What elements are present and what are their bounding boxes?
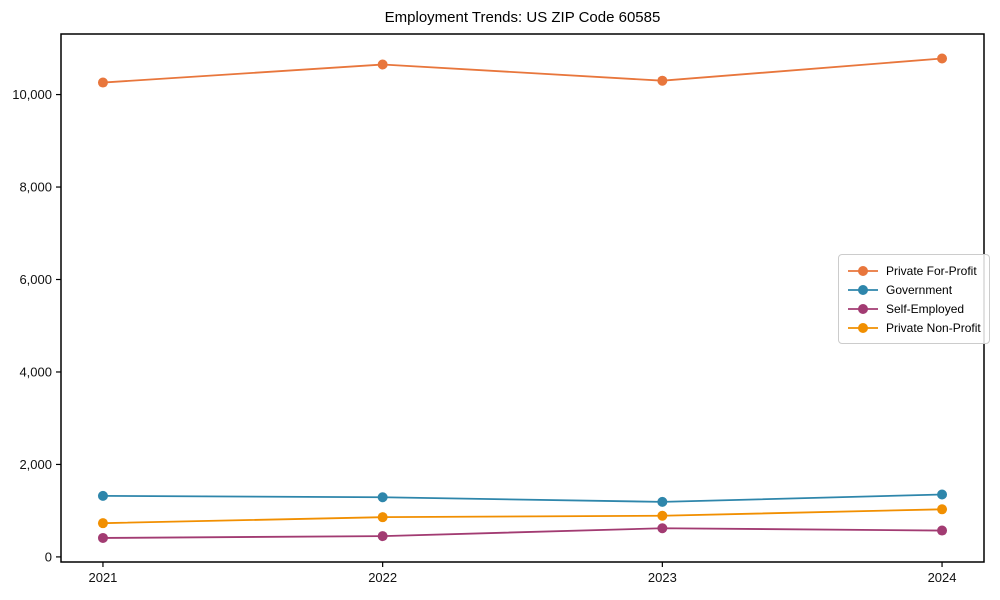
data-point-private-non-profit [657, 510, 668, 521]
legend-marker-government [848, 284, 878, 295]
x-axis-tick-label: 2023 [648, 570, 677, 585]
data-point-private-non-profit [937, 504, 948, 515]
y-axis-tick-label: 2,000 [19, 457, 52, 472]
legend: Private For-Profit Government Self-Employe… [838, 254, 990, 344]
data-point-private-non-profit [97, 518, 108, 529]
x-axis-tick-label: 2021 [88, 570, 117, 585]
data-point-government [657, 496, 668, 507]
legend-item-self-employed: Self-Employed [847, 299, 981, 318]
chart-title: Employment Trends: US ZIP Code 60585 [384, 9, 661, 26]
legend-label: Private Non-Profit [886, 320, 981, 335]
legend-item-private-non-profit: Private Non-Profit [847, 318, 981, 337]
data-point-private-for-profit [97, 77, 108, 88]
y-axis-tick-label: 4,000 [19, 364, 52, 379]
data-point-government [377, 492, 388, 503]
legend-marker-private-for-profit [848, 265, 878, 276]
data-point-private-non-profit [377, 512, 388, 523]
legend-item-government: Government [847, 280, 981, 299]
legend-item-private-for-profit: Private For-Profit [847, 261, 981, 280]
legend-marker-dot [858, 284, 868, 295]
y-axis-tick-label: 6,000 [19, 272, 52, 287]
data-point-private-for-profit [937, 53, 948, 64]
y-axis-tick-label: 0 [45, 549, 52, 564]
series-line-private-non-profit [102, 508, 943, 525]
data-point-government [937, 489, 948, 500]
legend-label: Self-Employed [886, 301, 965, 316]
legend-marker-dot [858, 303, 868, 314]
data-point-private-for-profit [657, 75, 668, 86]
legend-marker-dot [858, 265, 868, 276]
data-point-self-employed [937, 525, 948, 536]
x-axis-tick-label: 2022 [368, 570, 397, 585]
legend-label: Private For-Profit [886, 263, 977, 278]
series-line-private-for-profit [102, 57, 943, 84]
data-point-self-employed [377, 531, 388, 542]
x-axis-tick-label: 2024 [928, 570, 957, 585]
data-point-government [97, 490, 108, 501]
y-axis-tick-label: 8,000 [19, 180, 52, 195]
legend-marker-self-employed [848, 303, 878, 314]
data-point-self-employed [97, 532, 108, 543]
legend-marker-dot [858, 322, 868, 333]
series-line-government [102, 493, 943, 503]
legend-marker-private-non-profit [848, 322, 878, 333]
data-point-private-for-profit [377, 59, 388, 70]
legend-label: Government [886, 282, 953, 297]
series-line-self-employed [102, 527, 943, 539]
data-point-self-employed [657, 523, 668, 534]
y-axis-tick-label: 10,000 [12, 87, 52, 102]
